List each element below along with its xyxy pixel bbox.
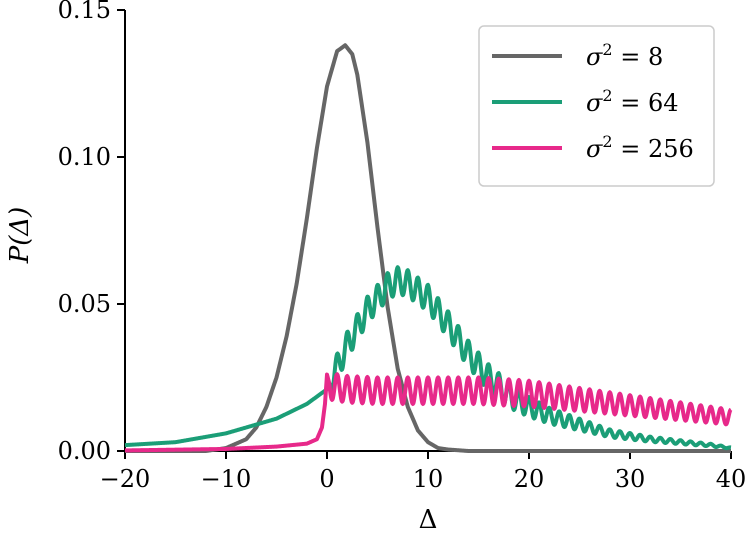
y-tick-label: 0.00 bbox=[58, 437, 111, 465]
x-tick-label: 10 bbox=[413, 465, 444, 493]
legend: σ2 = 8 σ2 = 64 σ2 = 256 bbox=[478, 25, 715, 187]
legend-label: σ2 = 64 bbox=[586, 86, 678, 117]
x-tick-label: −10 bbox=[201, 465, 252, 493]
series-line-2 bbox=[123, 372, 733, 453]
legend-label: σ2 = 256 bbox=[586, 132, 694, 163]
y-tick-label: 0.10 bbox=[58, 143, 111, 171]
x-tick-label: 20 bbox=[514, 465, 545, 493]
y-tick-label: 0.05 bbox=[58, 290, 111, 318]
x-axis-label: Δ bbox=[419, 505, 438, 535]
x-tick-label: 30 bbox=[615, 465, 646, 493]
x-tick-label: 40 bbox=[716, 465, 746, 493]
series-line-1 bbox=[123, 265, 733, 451]
x-tick-label: −20 bbox=[100, 465, 151, 493]
y-tick-label: 0.15 bbox=[58, 0, 111, 24]
legend-label: σ2 = 8 bbox=[586, 40, 663, 71]
x-tick-label: 0 bbox=[319, 465, 334, 493]
y-axis-label: P(Δ) bbox=[5, 207, 35, 265]
